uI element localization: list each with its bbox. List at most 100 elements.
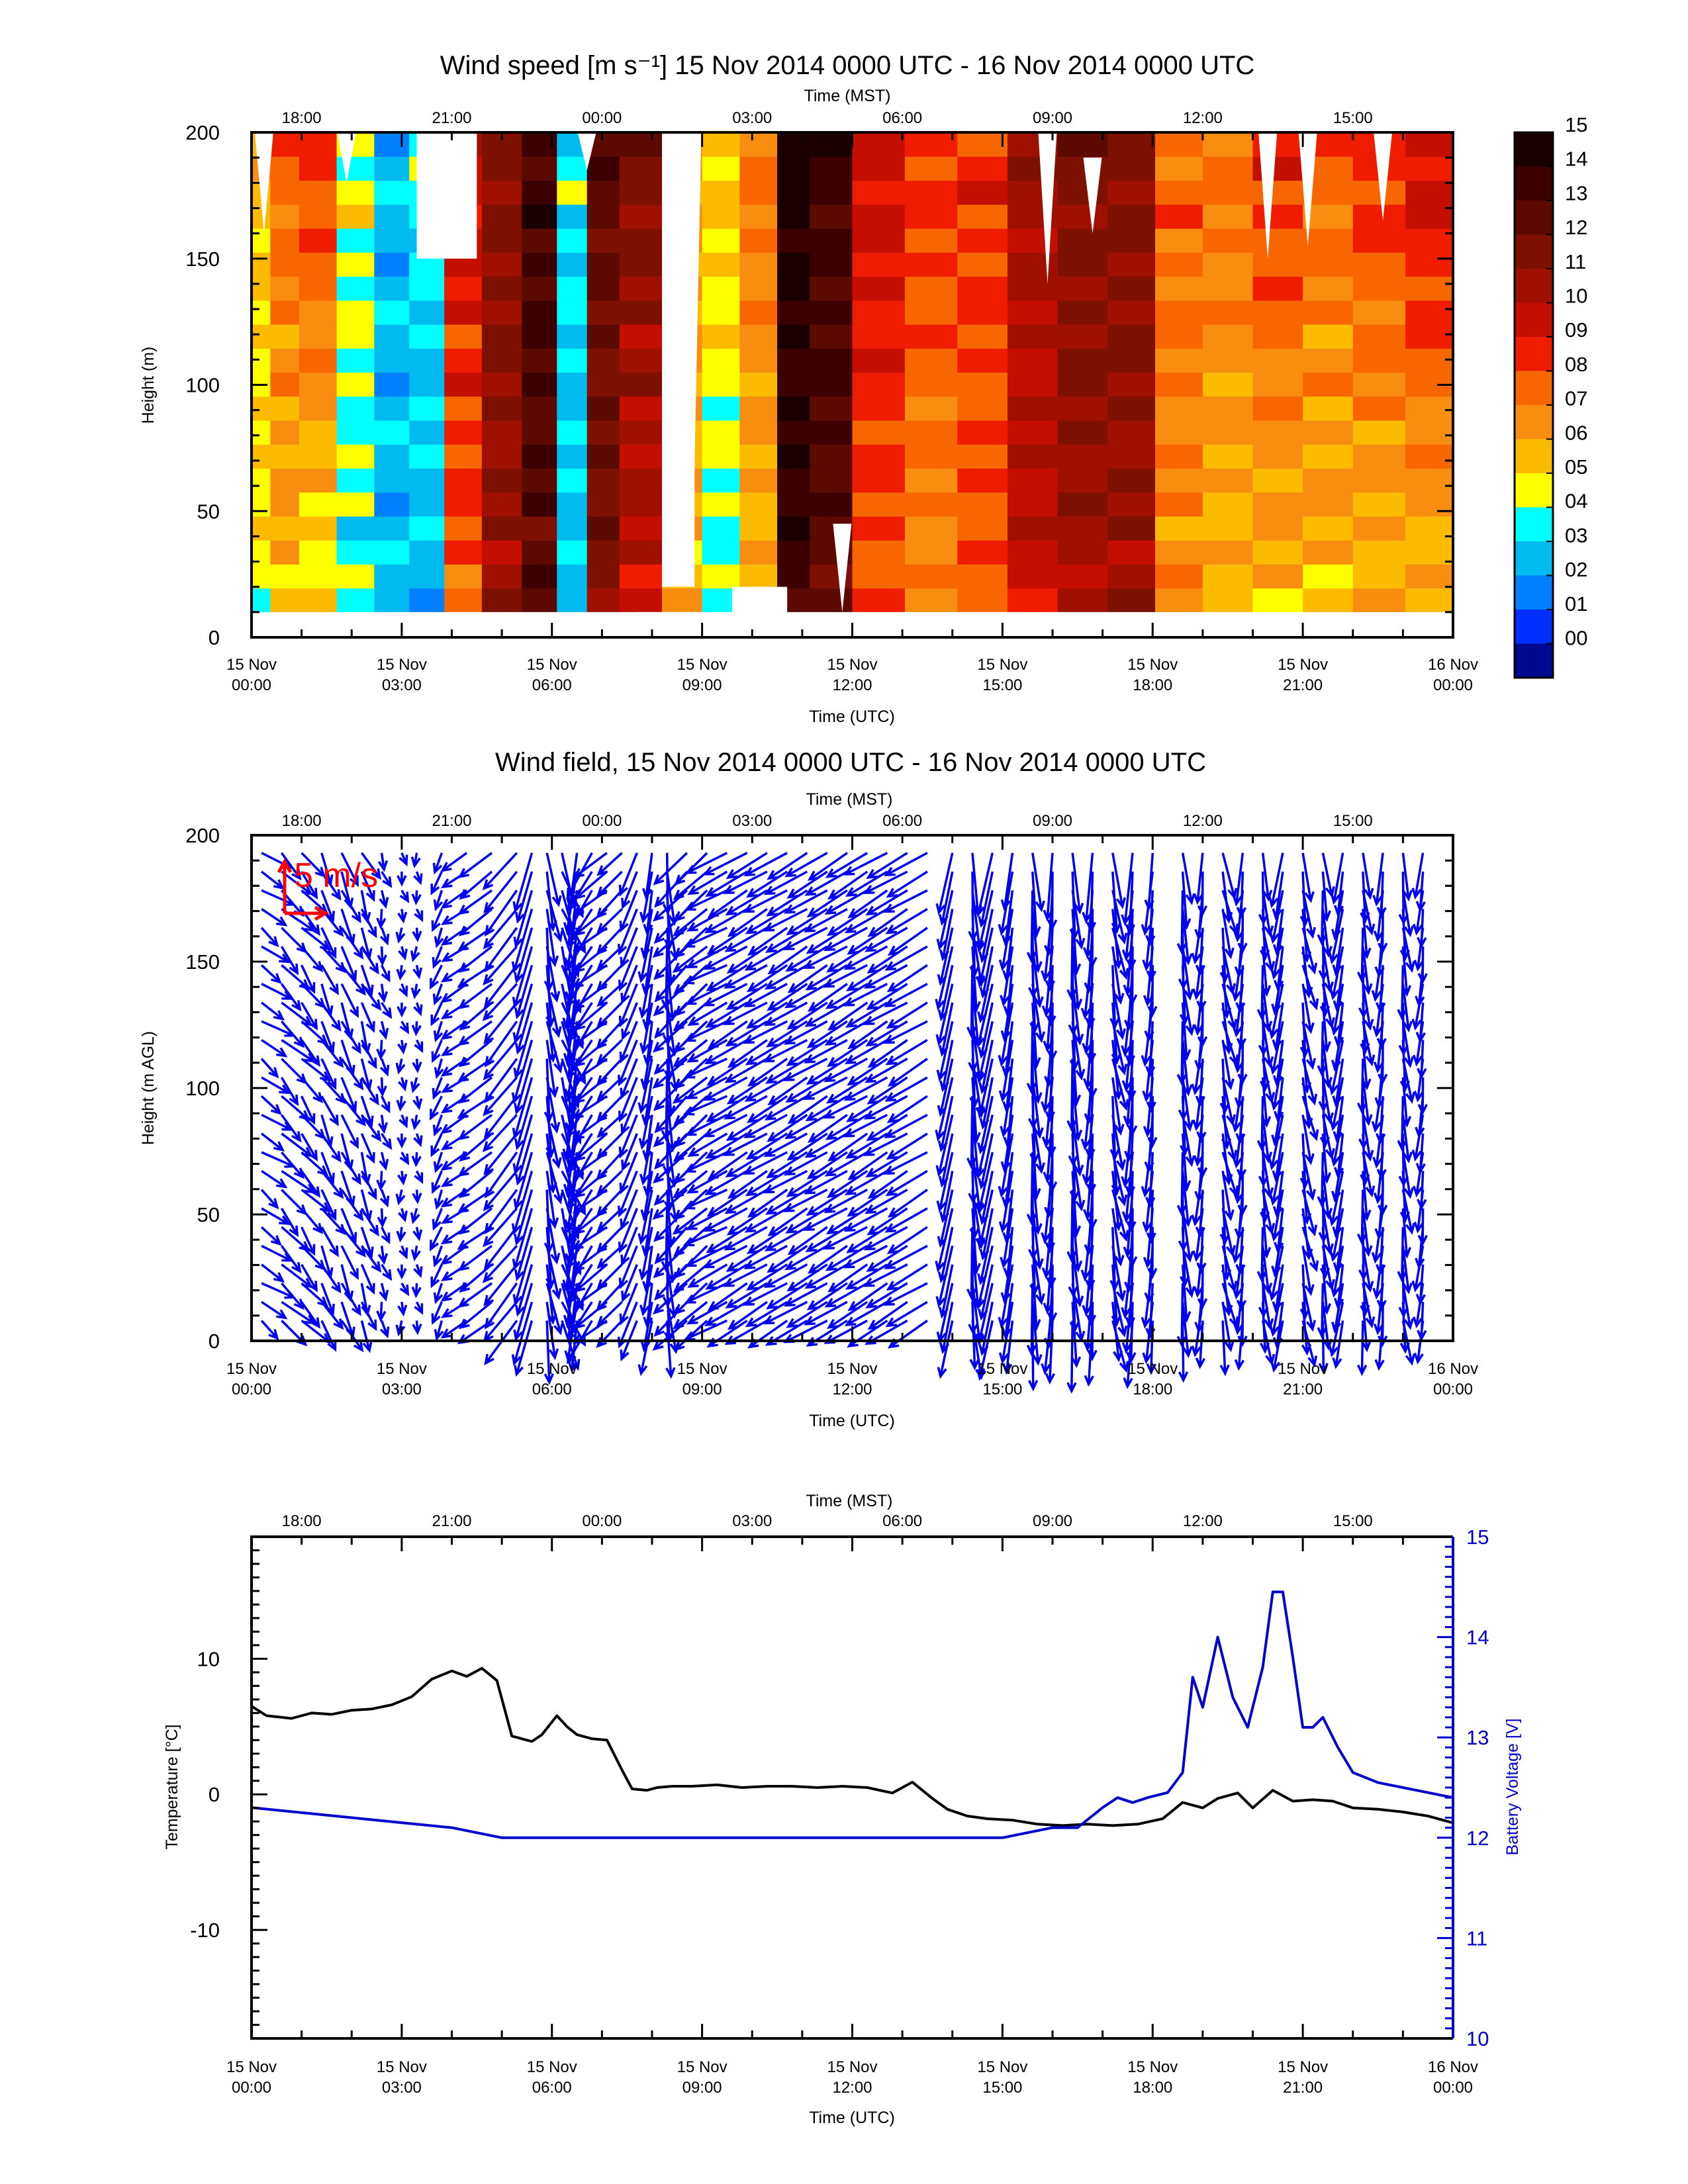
- wind-vector-arrow: [1219, 1189, 1230, 1246]
- wind-vector-arrow: [1147, 1227, 1158, 1280]
- heatmap-cell: [1202, 276, 1254, 301]
- wind-vector-arrow: [766, 1020, 808, 1048]
- heatmap-cell: [374, 132, 410, 157]
- wind-vector-arrow: [381, 1263, 393, 1281]
- wind-vector-arrow: [763, 1263, 808, 1288]
- wind-vector-arrow: [483, 908, 518, 950]
- heatmap-cell: [270, 492, 300, 517]
- wind-vector-arrow: [596, 908, 623, 934]
- wind-vector-arrow: [1000, 852, 1014, 911]
- heatmap-cell: [336, 540, 375, 565]
- wind-vector-arrow: [939, 1170, 954, 1224]
- wind-vector-arrow: [261, 945, 291, 964]
- heatmap-cell: [1107, 540, 1156, 565]
- heatmap-cell: [586, 516, 620, 541]
- x-tick-label-date: 15 Nov: [226, 2058, 277, 2076]
- heatmap-cell: [777, 324, 810, 349]
- wind-vector-arrow: [458, 1169, 493, 1199]
- wind-vector-arrow: [412, 1095, 423, 1111]
- wind-vector-arrow: [653, 1114, 688, 1148]
- heatmap-cell: [1202, 564, 1254, 589]
- heatmap-cell: [522, 180, 557, 205]
- x-tick-label-time: 00:00: [1433, 676, 1473, 694]
- heatmap-cell: [1107, 396, 1156, 421]
- wind-vector-arrow: [825, 983, 868, 1009]
- wind-vector-arrow: [1031, 1040, 1043, 1105]
- heatmap-cell: [1352, 348, 1406, 373]
- wind-vector-arrow: [1236, 1133, 1247, 1181]
- heatmap-cell: [1405, 468, 1453, 493]
- heatmap-cell: [1405, 396, 1453, 421]
- wind-vector-arrow: [726, 1114, 768, 1141]
- wind-vector-arrow: [360, 1058, 373, 1091]
- heatmap-cell: [522, 516, 557, 541]
- wind-vector-arrow: [396, 1096, 406, 1112]
- heatmap-cell: [1155, 468, 1203, 493]
- wind-vector-arrow: [978, 871, 994, 928]
- heatmap-cell: [1405, 156, 1453, 181]
- heatmap-cell: [481, 444, 522, 469]
- wind-vector-arrow: [764, 964, 808, 990]
- heatmap-cell: [299, 276, 338, 301]
- wind-vector-arrow: [1109, 1096, 1120, 1161]
- wind-vector-arrow: [867, 945, 908, 974]
- wind-vector-arrow: [261, 1001, 285, 1021]
- heatmap-cell: [852, 468, 906, 493]
- heatmap-cell: [957, 516, 1008, 541]
- top-tick-label: 00:00: [582, 812, 622, 830]
- heatmap-cell: [1303, 516, 1354, 541]
- heatmap-cell: [852, 228, 906, 253]
- heatmap-cell: [904, 420, 958, 445]
- heatmap-cell: [1107, 180, 1156, 205]
- heatmap-cell: [336, 300, 375, 325]
- heatmap-cell: [299, 564, 338, 589]
- heatmap-cell: [522, 372, 557, 397]
- wind-vector-arrow: [617, 1170, 638, 1218]
- heatmap-cell: [299, 492, 338, 517]
- heatmap-cell: [522, 588, 557, 613]
- heatmap-cell: [336, 444, 375, 469]
- wind-vector-arrow: [413, 1133, 423, 1148]
- wind-vector-arrow: [938, 1002, 954, 1057]
- wind-vector-arrow: [440, 852, 468, 872]
- heatmap-cell: [270, 516, 300, 541]
- wind-vector-arrow: [706, 927, 748, 955]
- heatmap-cell: [1202, 516, 1254, 541]
- wind-vector-arrow: [545, 1171, 559, 1230]
- wind-vector-arrow: [457, 1282, 493, 1308]
- heatmap-cell: [1202, 348, 1254, 373]
- heatmap-cell: [374, 180, 410, 205]
- wind-vector-arrow: [511, 1039, 534, 1105]
- heatmap-cell: [1007, 588, 1058, 613]
- x-tick-label-date: 15 Nov: [977, 1360, 1027, 1378]
- wind-vector-arrow: [1002, 1058, 1014, 1113]
- top-tick-label: 06:00: [882, 1512, 922, 1530]
- heatmap-cell: [702, 132, 740, 157]
- wind-vector-arrow: [1299, 1264, 1310, 1320]
- heatmap-cell: [1303, 468, 1354, 493]
- heatmap-cell: [1303, 204, 1354, 229]
- wind-vector-arrow: [484, 889, 518, 937]
- heatmap-cell: [1107, 348, 1156, 373]
- wind-vector-arrow: [574, 1263, 608, 1293]
- wind-vector-arrow: [596, 1039, 623, 1065]
- wind-vector-arrow: [725, 1020, 768, 1047]
- x-tick-label-date: 16 Nov: [1428, 2058, 1478, 2076]
- wind-vector-arrow: [707, 1282, 748, 1312]
- wind-field-panel: Wind field, 15 Nov 2014 0000 UTC - 16 No…: [139, 748, 1478, 1430]
- wind-vector-arrow: [399, 1245, 408, 1259]
- wind-vector-arrow: [1031, 1171, 1043, 1235]
- heatmap-cell: [252, 252, 271, 277]
- heatmap-cell: [586, 180, 620, 205]
- wind-vector-arrow: [843, 983, 888, 1007]
- wind-vector-arrow: [785, 945, 828, 972]
- wind-vector-arrow: [1333, 1226, 1344, 1274]
- wind-vector-arrow: [784, 852, 828, 878]
- wind-vector-arrow: [414, 908, 424, 923]
- wind-vector-arrow: [1145, 1021, 1156, 1078]
- heatmap-cell: [374, 564, 410, 589]
- wind-vector-arrow: [643, 890, 653, 936]
- wind-vector-arrow: [1357, 1320, 1368, 1377]
- heatmap-cell: [1202, 204, 1254, 229]
- heatmap-cell: [1352, 372, 1406, 397]
